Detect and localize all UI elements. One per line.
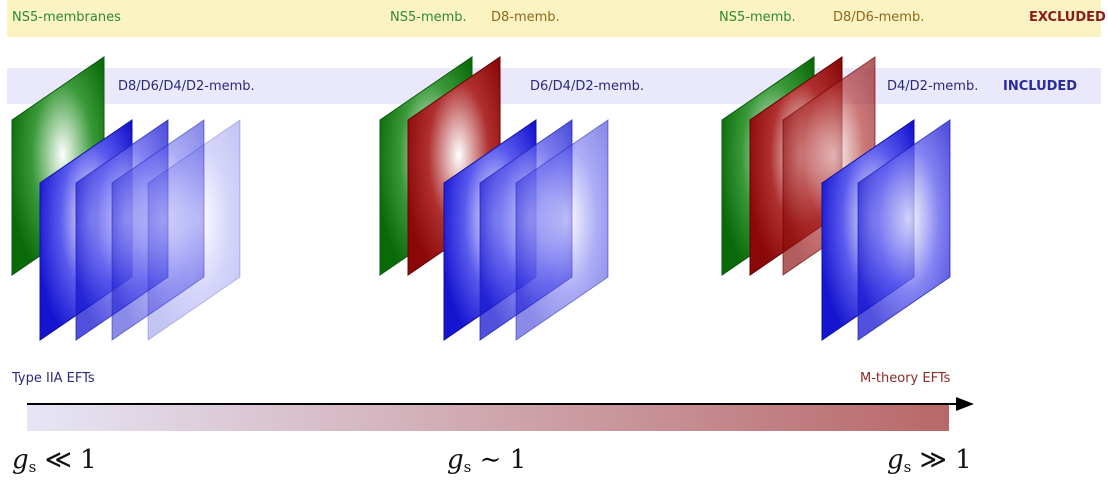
coupling-gradient-bar <box>27 404 949 431</box>
label-ns5-membranes: NS5-membranes <box>12 10 121 25</box>
label-d8-d6-memb: D8/D6-memb. <box>833 10 925 25</box>
d-membrane <box>857 119 951 341</box>
arrow-head-icon <box>956 397 974 411</box>
regime-weak-coupling: gs ≪ 1 <box>12 445 97 476</box>
d-membrane <box>147 119 241 341</box>
label-m-theory-efts: M-theory EFTs <box>860 371 951 386</box>
status-excluded: EXCLUDED <box>1029 10 1106 25</box>
label-ns5-memb: NS5-memb. <box>390 10 467 25</box>
status-included: INCLUDED <box>1003 79 1078 94</box>
included-band <box>7 68 1101 104</box>
label-ns5-memb: NS5-memb. <box>719 10 796 25</box>
d-membrane <box>515 119 609 341</box>
label-d8-d6-d4-d2-memb: D8/D6/D4/D2-memb. <box>118 79 255 94</box>
label-d6-d4-d2-memb: D6/D4/D2-memb. <box>530 79 645 94</box>
excluded-band <box>7 0 1101 37</box>
regime-intermediate-coupling: gs ∼ 1 <box>447 445 527 476</box>
regime-strong-coupling: gs ≫ 1 <box>887 445 972 476</box>
label-type-iia-efts: Type IIA EFTs <box>12 371 95 386</box>
label-d8-memb: D8-memb. <box>491 10 560 25</box>
label-d4-d2-memb: D4/D2-memb. <box>887 79 979 94</box>
